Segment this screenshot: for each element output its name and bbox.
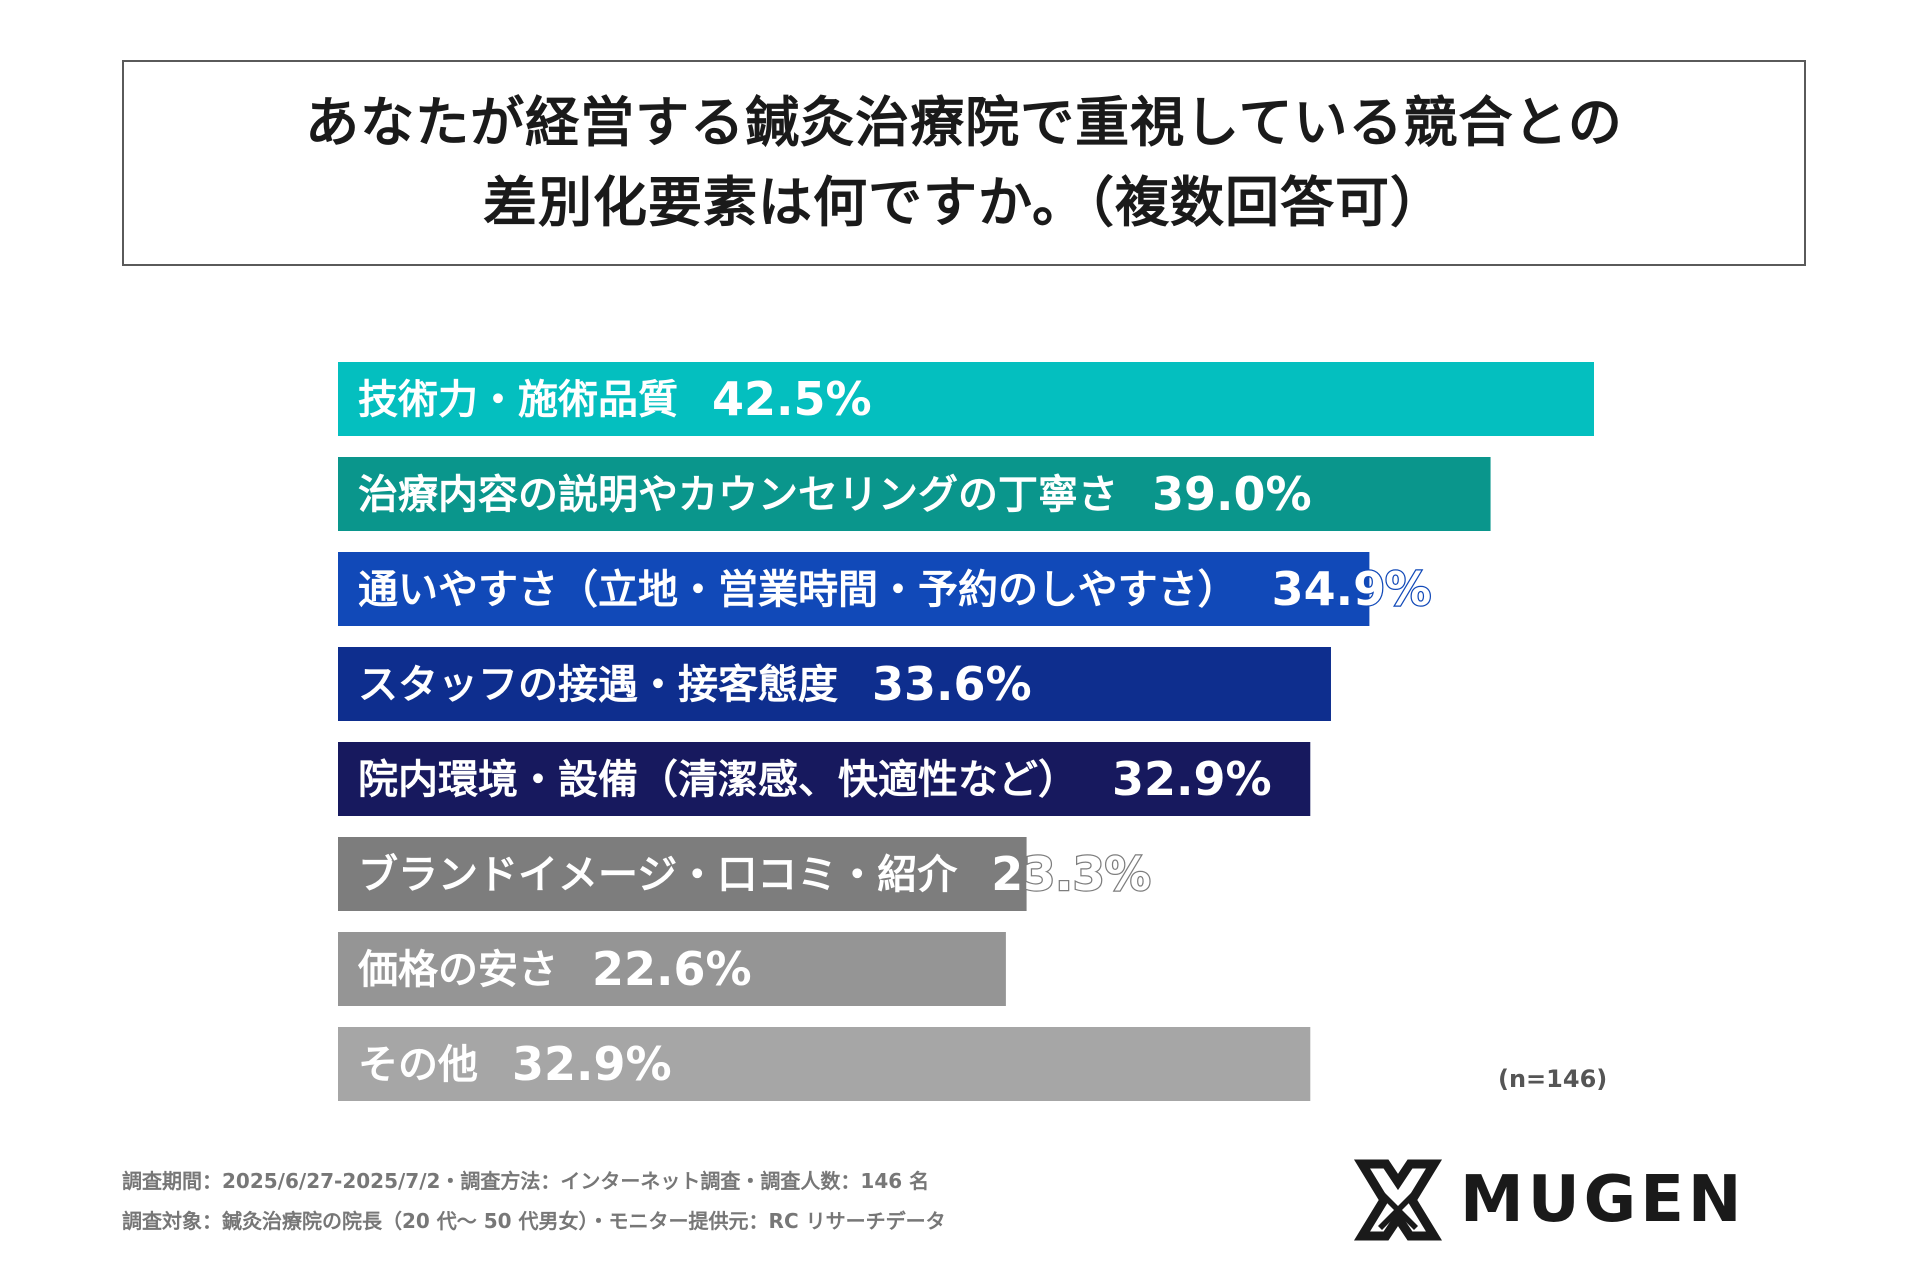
bar-5 <box>338 742 1311 816</box>
bar-value-1: 42.5% <box>712 372 872 426</box>
chart-title-line-2: 差別化要素は何ですか。（複数回答可） <box>483 171 1445 234</box>
bar-3 <box>338 552 1370 626</box>
bar-label-7: 価格の安さ <box>357 947 558 993</box>
bar-label-4: スタッフの接遇・接客態度 <box>358 662 838 708</box>
bar-8 <box>338 1027 1311 1101</box>
footnote-survey-period: 調査期間：2025/6/27-2025/7/2・調査方法：インターネット調査・調… <box>122 1169 930 1193</box>
bar-2 <box>338 457 1491 531</box>
mugen-logo: MUGEN <box>1352 1150 1745 1250</box>
chart-title-box: あなたが経営する鍼灸治療院で重視している競合との 差別化要素は何ですか。（複数回… <box>122 60 1806 266</box>
bar-value-3: 34.9% <box>1272 562 1432 616</box>
bar-value-7: 22.6% <box>592 942 752 996</box>
sample-size-label: (n=146) <box>1498 1065 1608 1093</box>
bar-label-6: ブランドイメージ・口コミ・紹介 <box>358 852 958 898</box>
bar-label-5: 院内環境・設備（清潔感、快適性など） <box>358 757 1078 803</box>
bar-value-2: 39.0% <box>1152 467 1312 521</box>
footnote-survey-target: 調査対象：鍼灸治療院の院長（20 代～ 50 代男女）・モニター提供元：RC リ… <box>122 1209 946 1233</box>
bar-4 <box>338 647 1331 721</box>
bar-value-5: 32.9% <box>1112 752 1272 806</box>
bar-6 <box>338 837 1027 911</box>
bar-value-8: 32.9% <box>512 1037 672 1091</box>
chart-title-line-1: あなたが経営する鍼灸治療院で重視している競合との <box>305 91 1623 154</box>
mugen-logo-text: MUGEN <box>1460 1163 1746 1237</box>
bar-label-2: 治療内容の説明やカウンセリングの丁寧さ <box>358 472 1118 518</box>
bar-value-4: 33.6% <box>872 657 1032 711</box>
mugen-x-icon <box>1353 1159 1443 1241</box>
bar-1 <box>338 362 1594 436</box>
bar-label-1: 技術力・施術品質 <box>358 377 678 423</box>
bar-label-3: 通いやすさ（立地・営業時間・予約のしやすさ） <box>358 567 1238 613</box>
bar-label-8: その他 <box>358 1042 478 1088</box>
bar-7 <box>338 932 1006 1006</box>
bar-chart: 技術力・施術品質 42.5% 治療内容の説明やカウンセリングの丁寧さ 39.0% 通いや… <box>338 362 1594 1101</box>
bar-value-6: 23.3% <box>991 847 1151 901</box>
